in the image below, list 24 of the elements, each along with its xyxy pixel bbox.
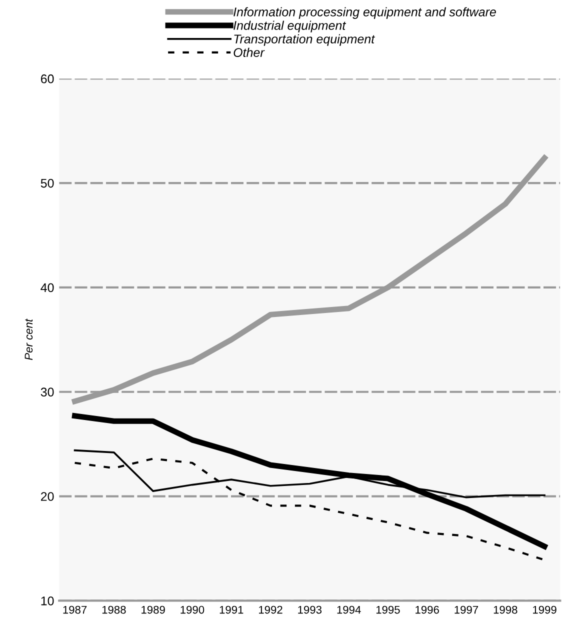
x-tick-label: 1991 (220, 606, 244, 614)
y-tick-label: 10 (41, 596, 54, 606)
x-tick-label: 1990 (180, 606, 204, 614)
y-tick-label: 20 (40, 492, 54, 501)
x-tick-label: 1993 (298, 606, 322, 614)
legend-label: Industrial equipment (234, 20, 346, 32)
x-tick-label: 1997 (454, 606, 478, 614)
y-tick-label: 30 (40, 388, 54, 397)
x-tick-label: 1992 (258, 606, 282, 614)
legend-label: Transportation equipment (234, 34, 376, 46)
x-tick-label: 1994 (337, 606, 361, 614)
x-tick-label: 1989 (142, 606, 165, 614)
x-tick-label: 1995 (376, 606, 400, 614)
y-tick-label: 40 (40, 283, 54, 292)
legend-label: Information processing equipment and software (234, 7, 496, 19)
x-tick-label: 1988 (102, 606, 126, 614)
legend-label: Other (234, 48, 265, 57)
y-tick-label: 60 (40, 74, 54, 84)
x-tick-label: 1996 (416, 606, 439, 614)
x-tick-label: 1998 (494, 606, 518, 614)
y-axis-title: Per cent (24, 318, 33, 360)
y-tick-label: 50 (40, 178, 54, 188)
x-tick-label: 1987 (63, 606, 87, 614)
x-tick-label: 1999 (533, 606, 556, 614)
